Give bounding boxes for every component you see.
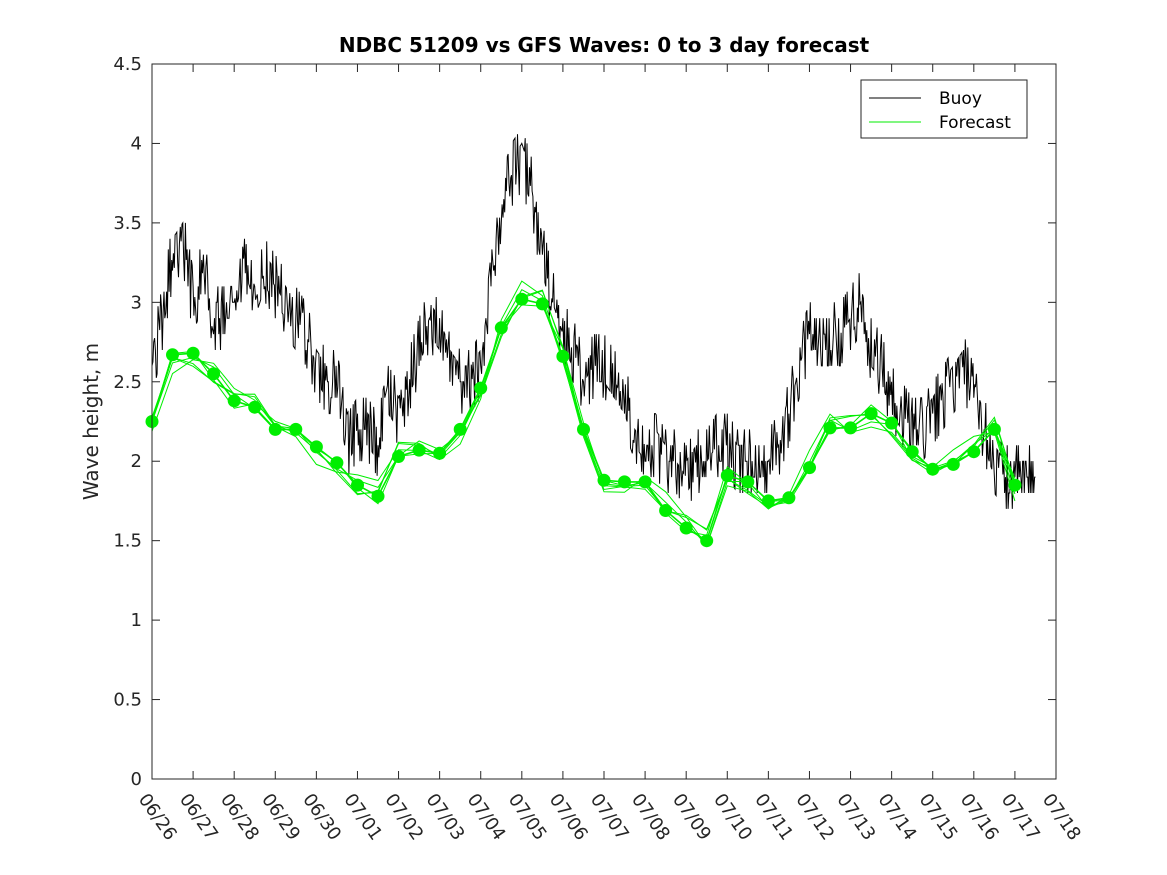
x-tick-label: 07/13 [832,790,879,845]
y-tick-label: 3.5 [113,213,142,234]
plot-area [152,64,1056,779]
forecast-point [268,422,282,436]
forecast-point [515,292,529,306]
x-tick-label: 06/28 [216,790,263,845]
forecast-point [679,521,693,535]
forecast-point [535,297,549,311]
forecast-point [556,349,570,363]
forecast-point [761,494,775,508]
x-tick-label: 06/30 [298,790,345,845]
forecast-point [638,475,652,489]
legend-label-forecast: Forecast [939,113,1011,133]
x-tick-label: 07/10 [709,790,756,845]
x-tick-label: 07/07 [586,790,633,845]
forecast-point [207,367,221,381]
x-tick-label: 07/11 [750,790,797,845]
forecast-trace-5 [151,280,1016,547]
forecast-point [926,462,940,476]
x-tick-label: 06/26 [134,790,181,845]
forecast-point [433,446,447,460]
forecast-point [844,421,857,435]
x-tick-label: 06/29 [257,790,304,845]
forecast-point [289,422,303,436]
forecast-point [597,473,611,487]
plot-background [152,64,1056,779]
forecast-point [392,450,405,463]
x-tick-label: 07/14 [874,790,921,845]
forecast-point [330,456,344,470]
forecast-point [741,475,755,489]
forecast-point [782,491,796,505]
forecast-point [659,504,673,517]
x-tick-label: 07/09 [668,790,715,845]
x-tick-label: 07/18 [1038,790,1085,845]
forecast-point [351,478,364,492]
x-tick-label: 06/27 [175,790,222,845]
forecast-point [803,461,816,475]
forecast-point [864,407,878,421]
y-tick-label: 4.5 [113,54,142,75]
y-tick-label: 3 [131,292,142,313]
x-tick-label: 07/04 [463,790,510,845]
y-tick-label: 2 [131,451,142,472]
x-tick-label: 07/12 [791,790,838,845]
y-axis-label: Wave height, m [79,343,103,500]
forecast-point [905,445,919,459]
x-tick-label: 07/17 [997,790,1044,845]
forecast-point [227,394,241,408]
y-tick-label: 0.5 [113,690,142,711]
forecast-point [946,457,960,471]
forecast-point [494,321,508,335]
x-tick-label: 07/16 [956,790,1003,845]
x-tick-label: 07/08 [627,790,674,845]
forecast-point [453,422,467,436]
forecast-point [885,416,899,430]
series-layer [145,134,1036,548]
forecast-point [577,422,590,436]
x-tick-label: 07/01 [339,790,386,845]
forecast-point [700,534,714,548]
forecast-point [248,400,262,414]
forecast-point [823,421,837,435]
forecast-point [618,475,631,489]
forecast-point [371,489,385,503]
chart-title: NDBC 51209 vs GFS Waves: 0 to 3 day fore… [339,33,870,57]
y-tick-label: 2.5 [113,372,142,393]
forecast-point [720,469,734,482]
y-tick-label: 4 [131,133,142,154]
legend: Buoy Forecast [860,79,1028,139]
forecast-point [412,443,426,457]
legend-box [860,79,1028,139]
forecast-point [186,346,200,360]
x-tick-label: 07/15 [915,790,962,845]
x-tick-label: 07/06 [545,790,592,845]
x-tick-label: 07/02 [380,790,427,845]
x-tick-label: 07/05 [504,790,551,845]
forecast-point [309,440,323,454]
legend-label-buoy: Buoy [939,89,982,109]
series-line-buoy [151,134,1036,509]
x-tick-label: 07/03 [422,790,469,845]
y-tick-label: 1 [131,610,142,631]
forecast-point [1008,478,1022,492]
y-tick-label: 0 [131,769,142,790]
forecast-point [474,381,488,395]
forecast-point [166,348,179,362]
forecast-point [987,422,1001,436]
y-tick-label: 1.5 [113,531,142,552]
forecast-point [967,445,981,459]
